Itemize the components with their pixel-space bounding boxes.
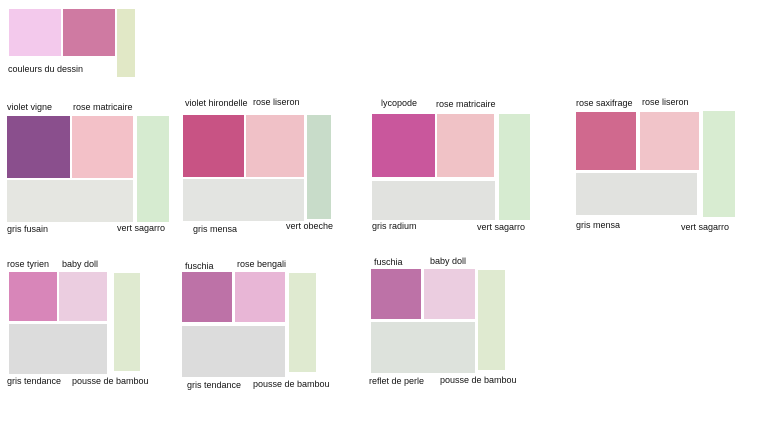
palette-2-green-swatch (307, 115, 331, 219)
palette-3-label-second: rose matricaire (436, 99, 496, 109)
palette-4-label-green: vert sagarro (681, 222, 730, 232)
palette-5-label-green: pousse de bambou (72, 376, 149, 386)
palette-4-second-swatch (640, 112, 699, 170)
palette-1-label-green: vert sagarro (117, 223, 166, 233)
palette-2-second-swatch (246, 115, 304, 177)
header-swatch-magenta (63, 9, 115, 56)
palette-6-label-second: rose bengali (237, 259, 287, 269)
palette-2-label-second: rose liseron (253, 97, 300, 107)
palette-4-label-second: rose liseron (642, 97, 689, 107)
palette-2-gray-swatch (183, 179, 304, 221)
palette-7-gray-swatch (371, 322, 475, 373)
palette-4-gray-swatch (576, 173, 697, 215)
palette-2-label-main: violet hirondelle (185, 98, 248, 108)
palette-1-main-swatch (7, 116, 70, 178)
palette-4-label-gray: gris mensa (576, 220, 621, 230)
palette-6-main-swatch (182, 272, 232, 322)
palette-2-main-swatch (183, 115, 244, 177)
palette-2-label-green: vert obeche (286, 221, 334, 231)
palette-7-label-main: fuschia (374, 257, 403, 267)
palette-7-label-gray: reflet de perle (369, 376, 425, 386)
header-swatch-green (117, 9, 135, 77)
palette-6-label-green: pousse de bambou (253, 379, 330, 389)
header-swatch-pink (9, 9, 61, 56)
palette-3-label-main: lycopode (381, 98, 418, 108)
palette-7-label-green: pousse de bambou (440, 375, 517, 385)
palette-7-label-second: baby doll (430, 256, 467, 266)
palette-7-main-swatch (371, 269, 421, 319)
palette-3-gray-swatch (372, 181, 495, 220)
palette-1-label-main: violet vigne (7, 102, 53, 112)
palette-6-label-gray: gris tendance (187, 380, 242, 390)
palette-5-label-second: baby doll (62, 259, 99, 269)
palette-3-label-gray: gris radium (372, 221, 417, 231)
palette-3-second-swatch (437, 114, 494, 177)
header-label: couleurs du dessin (8, 64, 84, 74)
palette-1-second-swatch (72, 116, 133, 178)
palette-7-green-swatch (478, 270, 505, 370)
palette-3-label-green: vert sagarro (477, 222, 526, 232)
palette-7-second-swatch (424, 269, 475, 319)
palette-5-gray-swatch (9, 324, 107, 374)
palette-6-second-swatch (235, 272, 285, 322)
palette-1-gray-swatch (7, 180, 133, 222)
palette-5-label-main: rose tyrien (7, 259, 50, 269)
palette-2-label-gray: gris mensa (193, 224, 238, 234)
palette-6-label-main: fuschia (185, 261, 214, 271)
palette-6-green-swatch (289, 273, 316, 372)
palette-5-main-swatch (9, 272, 57, 321)
palette-4-main-swatch (576, 112, 636, 170)
palette-3-green-swatch (499, 114, 530, 220)
palette-4-label-main: rose saxifrage (576, 98, 633, 108)
palette-5-green-swatch (114, 273, 140, 371)
palette-1-label-second: rose matricaire (73, 102, 133, 112)
palette-3-main-swatch (372, 114, 435, 177)
palette-6-gray-swatch (182, 326, 285, 377)
palette-1-label-gray: gris fusain (7, 224, 49, 234)
palette-4-green-swatch (703, 111, 735, 217)
palette-5-second-swatch (59, 272, 107, 321)
palette-1-green-swatch (137, 116, 169, 222)
palette-5-label-gray: gris tendance (7, 376, 62, 386)
